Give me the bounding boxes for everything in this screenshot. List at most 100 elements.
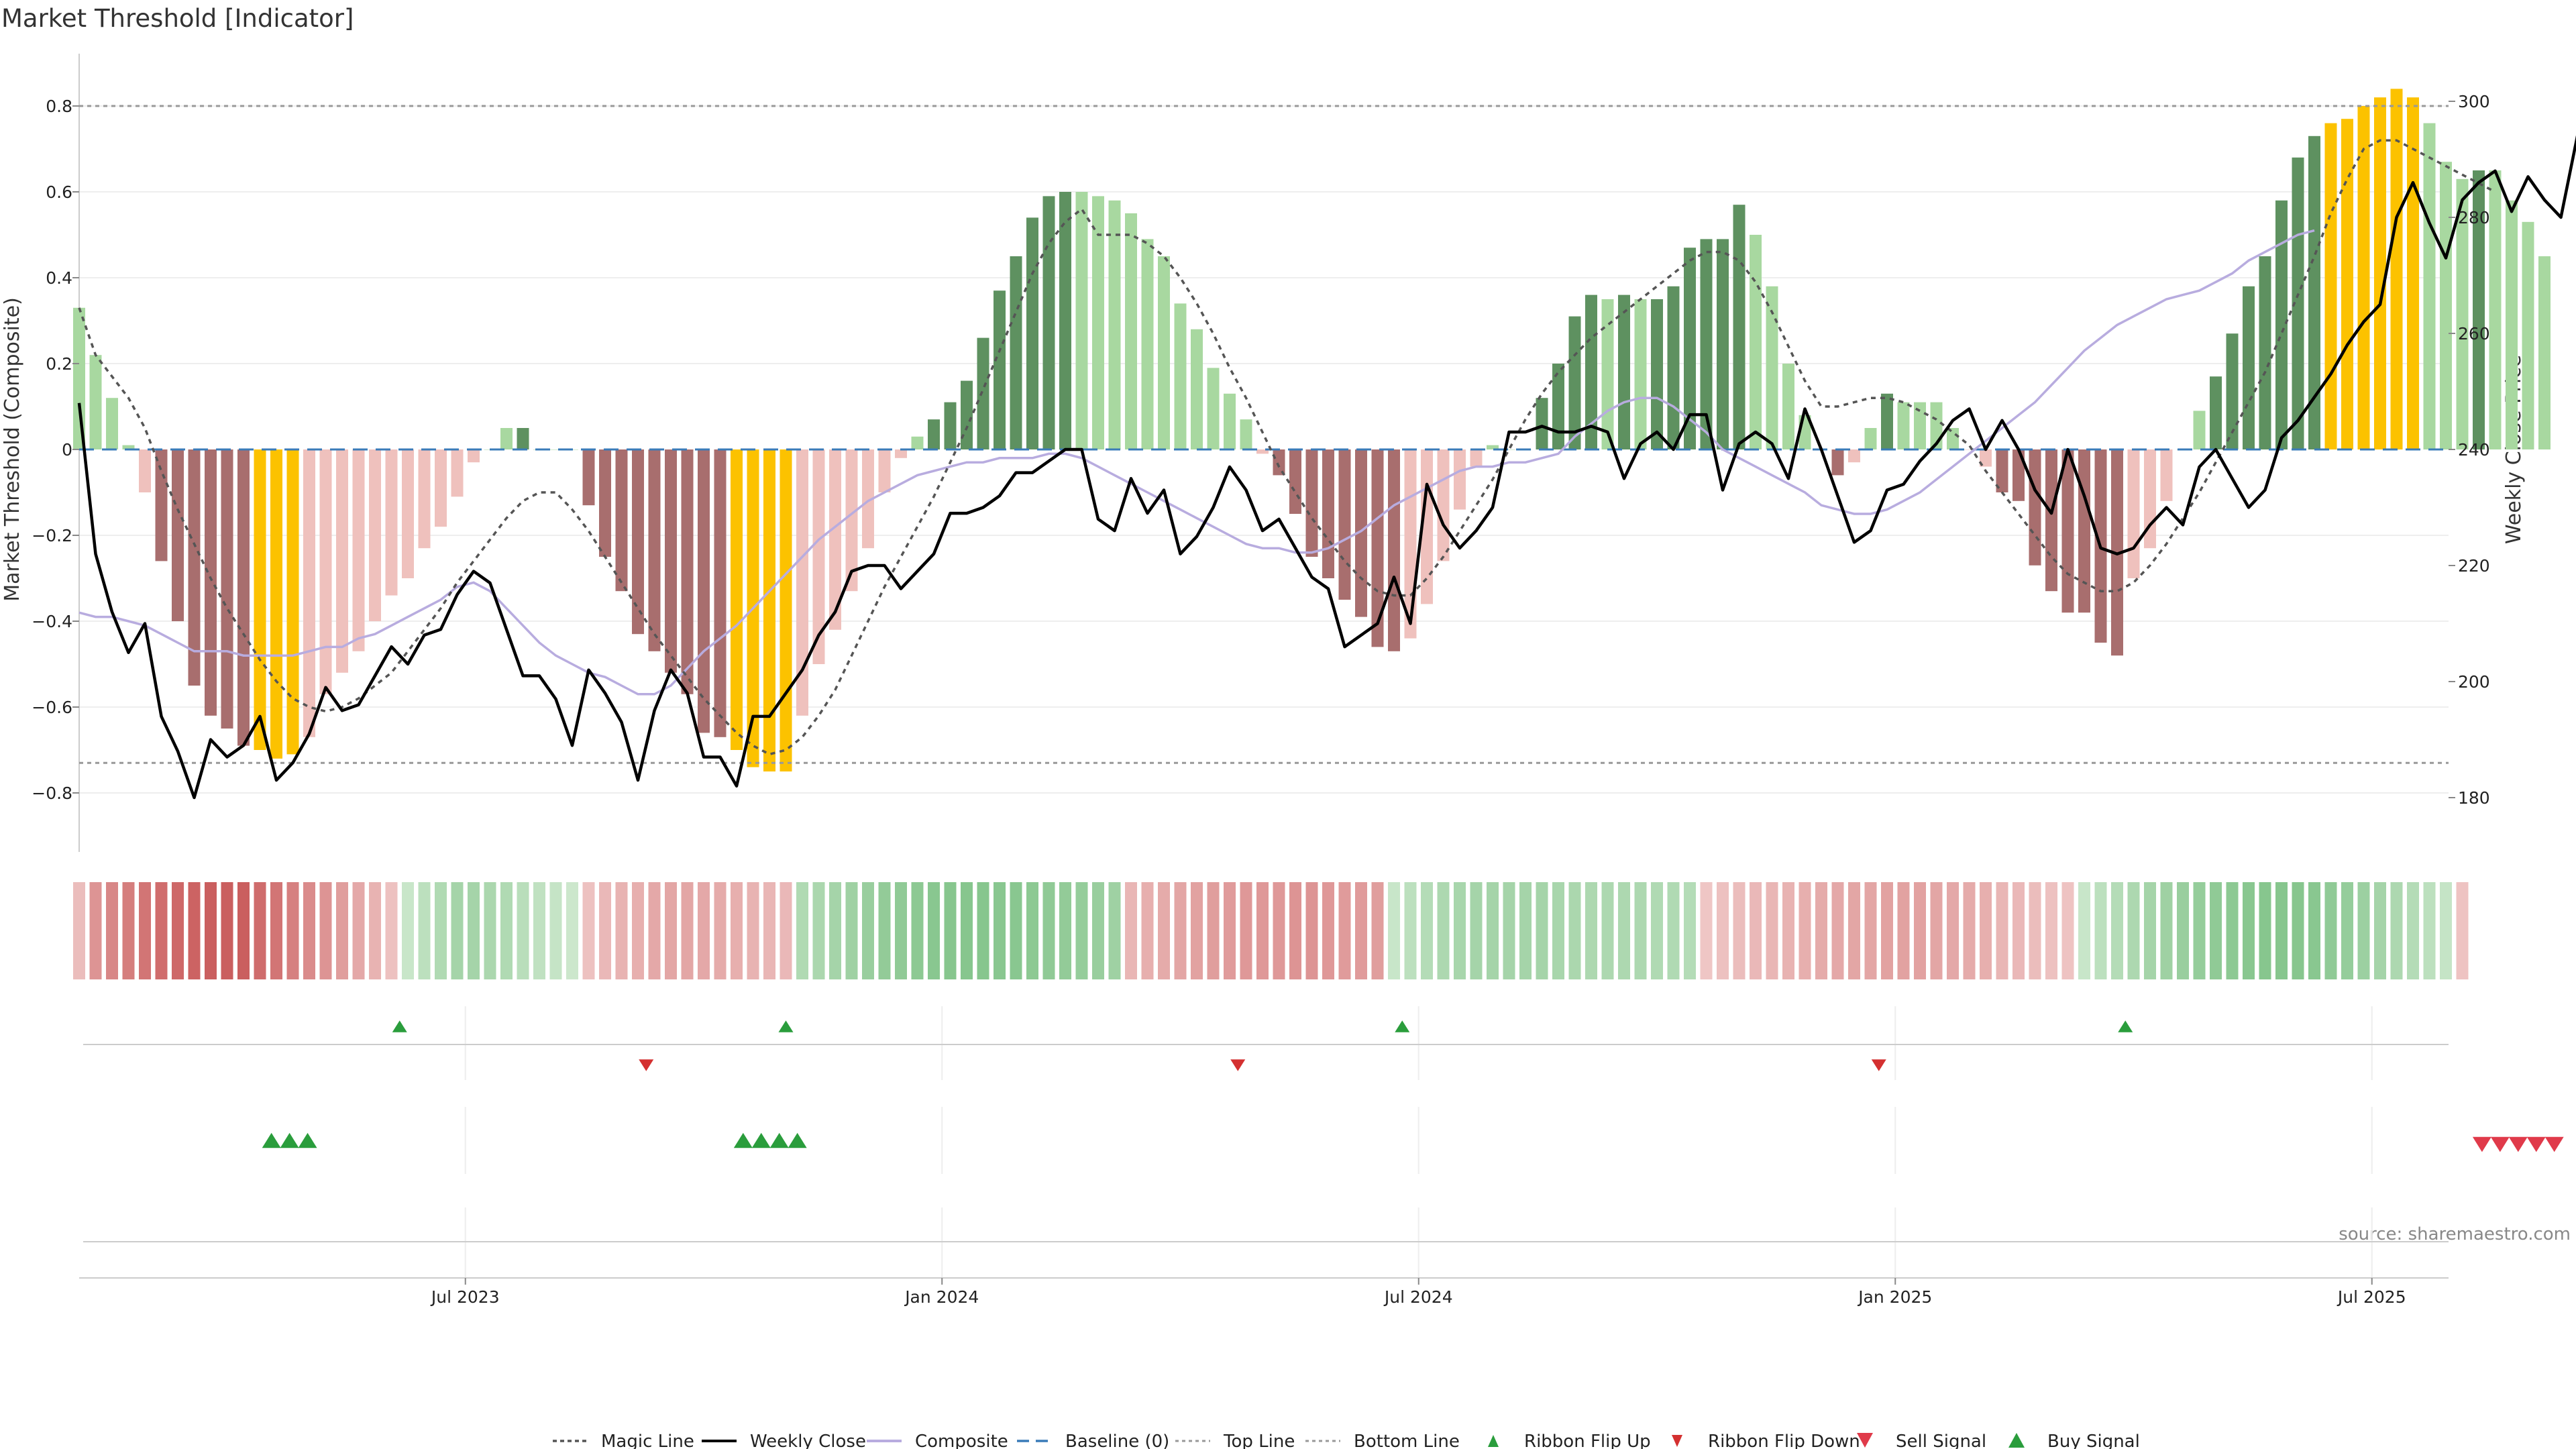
composite-bar (1338, 449, 1351, 600)
legend-label: Ribbon Flip Up (1524, 1432, 1651, 1449)
ribbon-cell (977, 882, 989, 979)
composite-bar (1831, 449, 1844, 476)
composite-bar (303, 449, 315, 737)
ribbon-cell (517, 882, 529, 979)
ribbon-cell (155, 882, 168, 979)
y-tick-label: −0.6 (32, 698, 72, 717)
composite-bar (731, 449, 743, 750)
ribbon-cell (911, 882, 924, 979)
composite-bar (1996, 449, 2008, 492)
ribbon-cell (468, 882, 480, 979)
composite-bar (122, 445, 135, 449)
y-tick-label: 0.6 (46, 182, 72, 202)
ribbon-cell (878, 882, 891, 979)
composite-bar (286, 449, 299, 755)
composite-bar (994, 290, 1006, 449)
composite-bar (977, 337, 989, 449)
legend-label: Baseline (0) (1065, 1432, 1169, 1449)
ribbon-cell (714, 882, 727, 979)
ribbon-cell (2111, 882, 2123, 979)
ribbon-cell (1766, 882, 1778, 979)
ribbon-cell (1782, 882, 1794, 979)
ribbon-cell (845, 882, 858, 979)
legend-label: Sell Signal (1896, 1432, 1986, 1449)
composite-bar (2160, 449, 2173, 501)
ribbon-cell (89, 882, 102, 979)
ribbon-cell (2094, 882, 2107, 979)
composite-bar (1273, 449, 1285, 476)
ribbon-cell (205, 882, 217, 979)
ribbon-cell (1305, 882, 1318, 979)
ribbon-cell (2259, 882, 2271, 979)
ribbon-flip-down-marker (1230, 1059, 1246, 1071)
composite-bar (961, 380, 973, 449)
composite-bar (1059, 192, 1071, 449)
ribbon-cell (2144, 882, 2156, 979)
ribbon-cell (1289, 882, 1301, 979)
composite-bar (1075, 192, 1088, 449)
composite-bar (895, 449, 907, 458)
ribbon-cell (1273, 882, 1285, 979)
composite-bar (2210, 376, 2222, 449)
composite-bar (221, 449, 233, 729)
composite-bar (1782, 364, 1794, 449)
composite-bar (369, 449, 381, 621)
ribbon-cell (2012, 882, 2025, 979)
composite-bar (336, 449, 348, 673)
ribbon-cell (188, 882, 201, 979)
ribbon-cell (2423, 882, 2436, 979)
y-tick-label: −0.2 (32, 526, 72, 545)
ribbon-cell (303, 882, 315, 979)
ribbon-cell (172, 882, 184, 979)
ribbon-cell (1092, 882, 1104, 979)
composite-bar (188, 449, 201, 686)
magic-line (78, 139, 2496, 756)
composite-bar (1552, 364, 1564, 449)
ribbon-cell (1207, 882, 1220, 979)
composite-bar (2193, 411, 2206, 449)
buy-signal-marker (788, 1132, 807, 1148)
legend-label: Magic Line (601, 1432, 694, 1449)
y-tick-label: 0.8 (46, 97, 72, 116)
ribbon-flip-up-marker (2118, 1020, 2133, 1032)
legend-swatch (1857, 1433, 1873, 1448)
ribbon-cell (1634, 882, 1647, 979)
ribbon-cell (2210, 882, 2222, 979)
ribbon-cell (615, 882, 628, 979)
ribbon-cell (812, 882, 825, 979)
composite-bar (2308, 136, 2320, 450)
legend-label: Bottom Line (1354, 1432, 1460, 1449)
composite-bar (632, 449, 644, 635)
legend-swatch (1672, 1435, 1682, 1447)
buy-signal-marker (280, 1132, 299, 1148)
legend-label: Ribbon Flip Down (1708, 1432, 1860, 1449)
composite-bar (139, 449, 151, 492)
composite-bar (1207, 368, 1220, 449)
composite-bar (500, 428, 513, 449)
composite-bar (1355, 449, 1367, 617)
composite-bar (1733, 205, 1746, 449)
buy-signal-marker (769, 1132, 789, 1148)
composite-bar (829, 449, 841, 630)
composite-bar (2275, 200, 2288, 449)
ribbon-cell (286, 882, 299, 979)
ribbon-cell (1108, 882, 1121, 979)
composite-bar (911, 436, 924, 449)
composite-bar (2489, 170, 2502, 449)
ribbon-flip-down-marker (1871, 1059, 1886, 1071)
ribbon-flip-up-marker (392, 1020, 407, 1032)
composite-bar (270, 449, 282, 759)
composite-bar (1618, 294, 1630, 449)
composite-bar (1667, 286, 1680, 449)
chart-legend: Magic Line Weekly Close Composite Baseline … (553, 1432, 2140, 1449)
composite-bar (1042, 196, 1055, 449)
composite-bar (155, 449, 168, 561)
ribbon-cell (928, 882, 940, 979)
x-tick-label: Jul 2024 (1383, 1287, 1453, 1307)
legend-swatch (2008, 1433, 2025, 1448)
composite-bar (402, 449, 414, 578)
ribbon-cell (1914, 882, 1926, 979)
ribbon-cell (1864, 882, 1877, 979)
composite-bar (2127, 449, 2140, 578)
